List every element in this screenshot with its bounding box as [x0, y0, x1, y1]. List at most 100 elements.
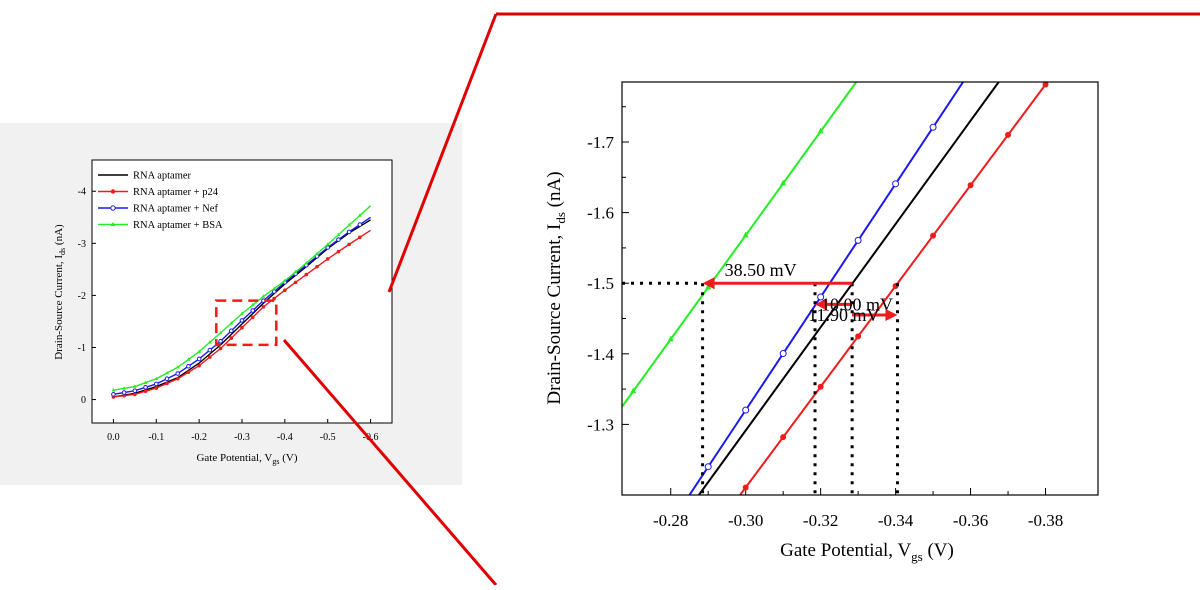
zoom-y-tick-label: -1.3: [587, 415, 614, 434]
main-point-rna-aptamer-p24: [208, 355, 212, 359]
zoom-x-tick-label: -0.32: [803, 511, 838, 530]
main-point-rna-aptamer-nef: [111, 392, 116, 397]
main-point-rna-aptamer-nef: [325, 245, 331, 250]
main-point-rna-aptamer-bsa: [133, 384, 137, 388]
main-point-rna-aptamer-nef: [346, 229, 352, 235]
main-point-rna-aptamer-nef: [132, 388, 138, 394]
main-point-rna-aptamer-p24: [336, 249, 341, 254]
zoom-series-rna-aptamer-bsa: [622, 82, 858, 408]
zoom-series-group: [622, 82, 1049, 495]
zoom-point-rna-aptamer-bsa: [667, 335, 674, 342]
zoom-point-rna-aptamer-nef: [929, 123, 937, 131]
main-point-rna-aptamer-p24: [218, 346, 223, 351]
main-point-rna-aptamer-nef: [143, 385, 148, 390]
main-point-rna-aptamer-p24: [283, 288, 287, 292]
main-point-rna-aptamer-p24: [197, 363, 201, 368]
zoom-series-rna-aptamer-nef: [688, 82, 964, 495]
main-point-rna-aptamer-bsa: [304, 260, 309, 265]
annotation-label: 10.00 mV: [821, 294, 893, 314]
zoom-x-axis-label: Gate Potential, Vgs (V): [780, 540, 954, 564]
main-y-tick-label: -2: [78, 291, 86, 302]
main-x-tick-label: -0.2: [191, 432, 207, 443]
main-point-rna-aptamer-p24: [133, 392, 137, 397]
main-point-rna-aptamer-p24: [143, 389, 148, 394]
main-y-tick-label: 0: [81, 395, 86, 406]
main-point-rna-aptamer-p24: [165, 381, 169, 386]
zoom-point-rna-aptamer-nef: [854, 236, 862, 244]
zoom-connector-lower: [282, 339, 498, 586]
annotation-arrow-head: [702, 277, 715, 290]
zoom-y-tick-label: -1.6: [587, 204, 614, 223]
main-point-rna-aptamer-bsa: [250, 302, 255, 307]
zoom-series-rna-aptamer-p24: [739, 82, 1049, 495]
main-point-rna-aptamer-bsa: [293, 269, 298, 274]
annotation-label: 11.90 mV: [808, 305, 879, 325]
zoom-point-rna-aptamer-p24: [817, 383, 824, 390]
main-point-rna-aptamer-nef: [175, 371, 181, 376]
main-point-rna-aptamer-bsa: [186, 357, 191, 361]
main-point-rna-aptamer-p24: [293, 280, 298, 285]
zoom-x-tick-label: -0.38: [1028, 511, 1063, 530]
main-legend: RNA aptamer RNA aptamer + p24 RNA aptamer …: [98, 171, 223, 231]
legend-marker-rna-aptamer-bsa: [110, 221, 116, 227]
main-point-rna-aptamer-nef: [121, 390, 127, 395]
zoom-point-rna-aptamer-bsa: [630, 387, 637, 394]
zoom-y-axis-label: Drain-Source Current, Ids (nA): [544, 171, 568, 404]
zoom-point-rna-aptamer-nef: [742, 406, 750, 414]
main-point-rna-aptamer-bsa: [111, 388, 116, 392]
main-point-rna-aptamer-p24: [250, 315, 255, 320]
main-point-rna-aptamer-p24: [154, 386, 159, 390]
main-point-rna-aptamer-bsa: [336, 232, 341, 236]
zoom-point-rna-aptamer-p24: [742, 484, 749, 491]
main-x-tick-label: -0.5: [320, 432, 336, 443]
main-point-rna-aptamer-nef: [186, 363, 191, 369]
main-x-tick-label: -0.6: [363, 432, 379, 443]
zoom-chart: -0.28 -0.30 -0.32 -0.34 -0.36 -0.38 -1.3 -1.4 -1…: [544, 81, 1099, 564]
legend-label-rna-aptamer-p24: RNA aptamer + p24: [133, 187, 219, 198]
main-point-rna-aptamer-nef: [207, 347, 213, 353]
main-point-rna-aptamer-nef: [239, 318, 245, 323]
zoom-point-rna-aptamer-bsa: [705, 283, 712, 290]
main-point-rna-aptamer-bsa: [229, 321, 234, 325]
zoom-point-rna-aptamer-bsa: [780, 179, 787, 186]
zoom-point-rna-aptamer-p24: [967, 182, 974, 189]
main-y-tick-label: -4: [78, 187, 86, 198]
zoom-y-tick-label: -1.4: [587, 345, 614, 364]
main-point-rna-aptamer-p24: [325, 257, 330, 261]
main-point-rna-aptamer-nef: [250, 308, 256, 313]
main-x-tick-label: -0.1: [148, 432, 164, 443]
zoom-point-rna-aptamer-nef: [779, 350, 787, 358]
zoom-y-tick-label: -1.5: [587, 274, 614, 293]
main-x-tick-label: 0.0: [107, 432, 120, 443]
zoom-x-tick-label: -0.28: [653, 511, 688, 530]
zoom-point-rna-aptamer-p24: [780, 434, 787, 441]
main-x-axis-label: Gate Potential, Vgs (V): [196, 452, 297, 466]
zoom-axis-ticks: -0.28 -0.30 -0.32 -0.34 -0.36 -0.38 -1.3 -1.4 -1…: [587, 106, 1063, 530]
main-point-rna-aptamer-p24: [240, 325, 244, 330]
zoom-series-rna-aptamer: [698, 82, 1000, 495]
main-point-rna-aptamer-bsa: [240, 311, 244, 315]
zoom-connector-upper: [387, 13, 498, 293]
zoom-x-tick-label: -0.30: [728, 511, 763, 530]
main-plot-frame: [91, 159, 393, 424]
main-point-rna-aptamer-bsa: [208, 340, 212, 344]
main-series-group: [111, 205, 372, 399]
zoom-point-rna-aptamer-nef: [704, 463, 712, 471]
main-point-rna-aptamer-bsa: [325, 242, 330, 246]
main-point-rna-aptamer-p24: [347, 242, 351, 247]
main-point-rna-aptamer-bsa: [197, 349, 201, 353]
zoom-point-rna-aptamer-bsa: [742, 231, 749, 238]
legend-label-rna-aptamer: RNA aptamer: [133, 171, 192, 182]
main-point-rna-aptamer-bsa: [122, 386, 126, 390]
zoom-x-tick-label: -0.36: [953, 511, 988, 530]
zoom-point-rna-aptamer-p24: [930, 232, 937, 239]
main-point-rna-aptamer-nef: [196, 356, 202, 362]
main-point-rna-aptamer-bsa: [154, 376, 159, 380]
legend-label-rna-aptamer-nef: RNA aptamer + Nef: [133, 204, 218, 215]
zoom-point-rna-aptamer-bsa: [817, 127, 824, 134]
main-point-rna-aptamer-p24: [122, 393, 126, 398]
main-point-rna-aptamer-nef: [336, 237, 341, 242]
main-y-tick-label: -3: [78, 239, 86, 250]
legend-marker-rna-aptamer-p24: [110, 189, 116, 194]
